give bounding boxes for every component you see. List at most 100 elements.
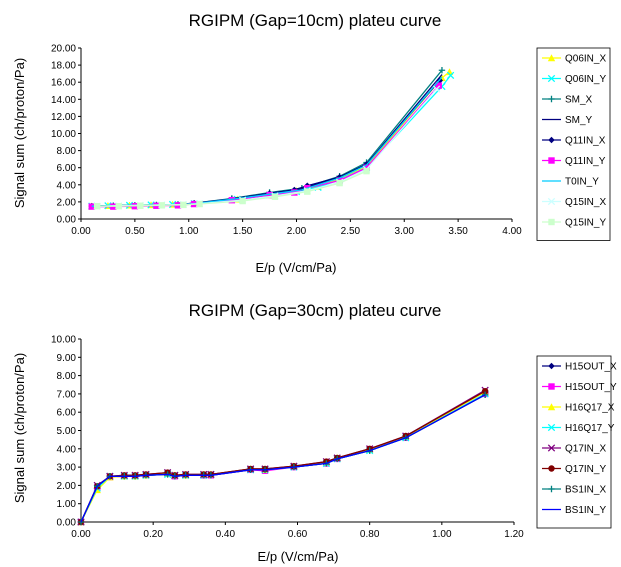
legend-label: SM_Y [565, 115, 593, 126]
x-tick-label: 1.00 [179, 226, 199, 237]
y-tick-label: 16.00 [51, 78, 76, 89]
legend-marker [548, 383, 555, 390]
legend: Q06IN_X Q06IN_Y SM_X SM_Y Q11IN_X Q11IN_Y T0IN… [536, 47, 611, 241]
y-tick-label: 6.00 [57, 163, 77, 174]
series-line [91, 71, 450, 207]
y-tick-label: 3.00 [57, 463, 77, 474]
legend: H15OUT_X H15OUT_Y H16Q17_X H16Q17_Y Q17IN_X Q… [536, 355, 617, 529]
legend-label: Q17IN_Y [565, 464, 606, 475]
data-point [481, 387, 489, 395]
data-point [363, 167, 370, 175]
legend-label: Q11IN_Y [565, 156, 606, 167]
series-line [91, 75, 452, 207]
x-axis-label: E/p (V/cm/Pa) [258, 549, 339, 564]
y-tick-label: 5.00 [57, 426, 77, 437]
x-tick-label: 0.20 [143, 529, 163, 540]
x-tick-label: 0.80 [360, 529, 380, 540]
x-tick-label: 3.50 [448, 226, 468, 237]
legend-marker [548, 157, 555, 164]
data-point [239, 197, 246, 205]
y-tick-label: 8.00 [57, 146, 77, 157]
data-point [445, 68, 454, 76]
data-point [438, 67, 446, 74]
x-tick-label: 1.00 [432, 529, 452, 540]
legend-marker [548, 485, 555, 493]
x-tick-label: 0.60 [288, 529, 308, 540]
series-line [80, 391, 486, 523]
plot-area: 0.00 2.00 4.00 6.00 8.00 10.00 12.00 14.00 16.00… [51, 44, 522, 238]
legend-marker [547, 197, 556, 206]
legend-label: Q15IN_Y [565, 218, 606, 229]
legend-label: Q11IN_X [565, 136, 606, 147]
y-tick-label: 0.00 [57, 518, 77, 529]
y-axis-label: Signal sum (ch/proton/Pa) [12, 58, 27, 208]
series-line [80, 393, 486, 523]
legend-label: Q15IN_X [565, 197, 606, 208]
chart-gap30: RGIPM (Gap=30cm) plateu curve E/p (V/cm/… [0, 290, 621, 567]
x-tick-label: 0.50 [125, 226, 145, 237]
data-point [228, 196, 236, 204]
data-point [304, 188, 311, 195]
legend-label: Q17IN_X [565, 444, 606, 455]
x-tick-label: 1.50 [233, 226, 253, 237]
y-axis-label: Signal sum (ch/proton/Pa) [12, 353, 27, 503]
y-tick-label: 2.00 [57, 197, 77, 208]
series-line [80, 393, 486, 523]
data-point [363, 164, 370, 171]
legend-marker [548, 95, 555, 103]
legend-marker [547, 74, 556, 83]
legend-label: T0IN_Y [565, 177, 599, 188]
x-tick-label: 0.00 [71, 529, 91, 540]
legend-label: BS1IN_X [565, 485, 606, 496]
data-point [115, 202, 122, 210]
legend-marker [547, 403, 556, 411]
y-tick-label: 10.00 [51, 129, 76, 140]
data-point [158, 202, 166, 209]
legend-marker [547, 423, 556, 432]
data-point [435, 82, 442, 89]
x-tick-label: 4.00 [502, 226, 522, 237]
y-tick-label: 10.00 [51, 335, 76, 346]
legend-marker [547, 444, 556, 452]
series-line [80, 390, 486, 523]
legend-label: BS1IN_Y [565, 505, 606, 516]
chart-title: RGIPM (Gap=30cm) plateu curve [189, 301, 442, 320]
legend-label: H15OUT_Y [565, 382, 617, 393]
legend-marker [547, 54, 556, 62]
data-point [266, 191, 273, 199]
y-tick-label: 1.00 [57, 499, 77, 510]
data-point [432, 85, 441, 93]
legend-label: H16Q17_X [565, 403, 615, 414]
series-line [97, 88, 438, 207]
series-line [80, 394, 486, 523]
legend-label: SM_X [565, 95, 593, 106]
y-tick-label: 2.00 [57, 481, 77, 492]
y-tick-label: 9.00 [57, 353, 77, 364]
data-point [481, 391, 489, 399]
y-tick-label: 18.00 [51, 61, 76, 72]
series-line [80, 394, 486, 523]
x-tick-label: 3.00 [395, 226, 415, 237]
legend-label: Q06IN_Y [565, 74, 606, 85]
x-tick-label: 0.00 [71, 226, 91, 237]
legend-marker [548, 465, 555, 472]
y-tick-label: 7.00 [57, 389, 77, 400]
series-line [80, 394, 486, 523]
legend-marker [548, 136, 555, 144]
y-tick-label: 12.00 [51, 112, 76, 123]
data-point [88, 203, 95, 210]
x-tick-label: 1.20 [504, 529, 524, 540]
chart-title: RGIPM (Gap=10cm) plateu curve [189, 11, 442, 30]
data-point [196, 200, 203, 208]
data-point [446, 71, 455, 80]
x-tick-label: 0.40 [216, 529, 236, 540]
data-point [93, 202, 101, 210]
y-tick-label: 6.00 [57, 408, 77, 419]
y-tick-label: 20.00 [51, 44, 76, 55]
y-tick-label: 0.00 [57, 215, 77, 226]
chart-gap10-svg: RGIPM (Gap=10cm) plateu curve E/p (V/cm/… [12, 11, 611, 275]
series-line [80, 389, 486, 523]
plot-area: 0.00 1.00 2.00 3.00 4.00 5.00 6.00 7.00 8.00 9.00… [51, 335, 524, 541]
legend-label: H15OUT_X [565, 362, 617, 373]
legend-label: H16Q17_Y [565, 423, 615, 434]
